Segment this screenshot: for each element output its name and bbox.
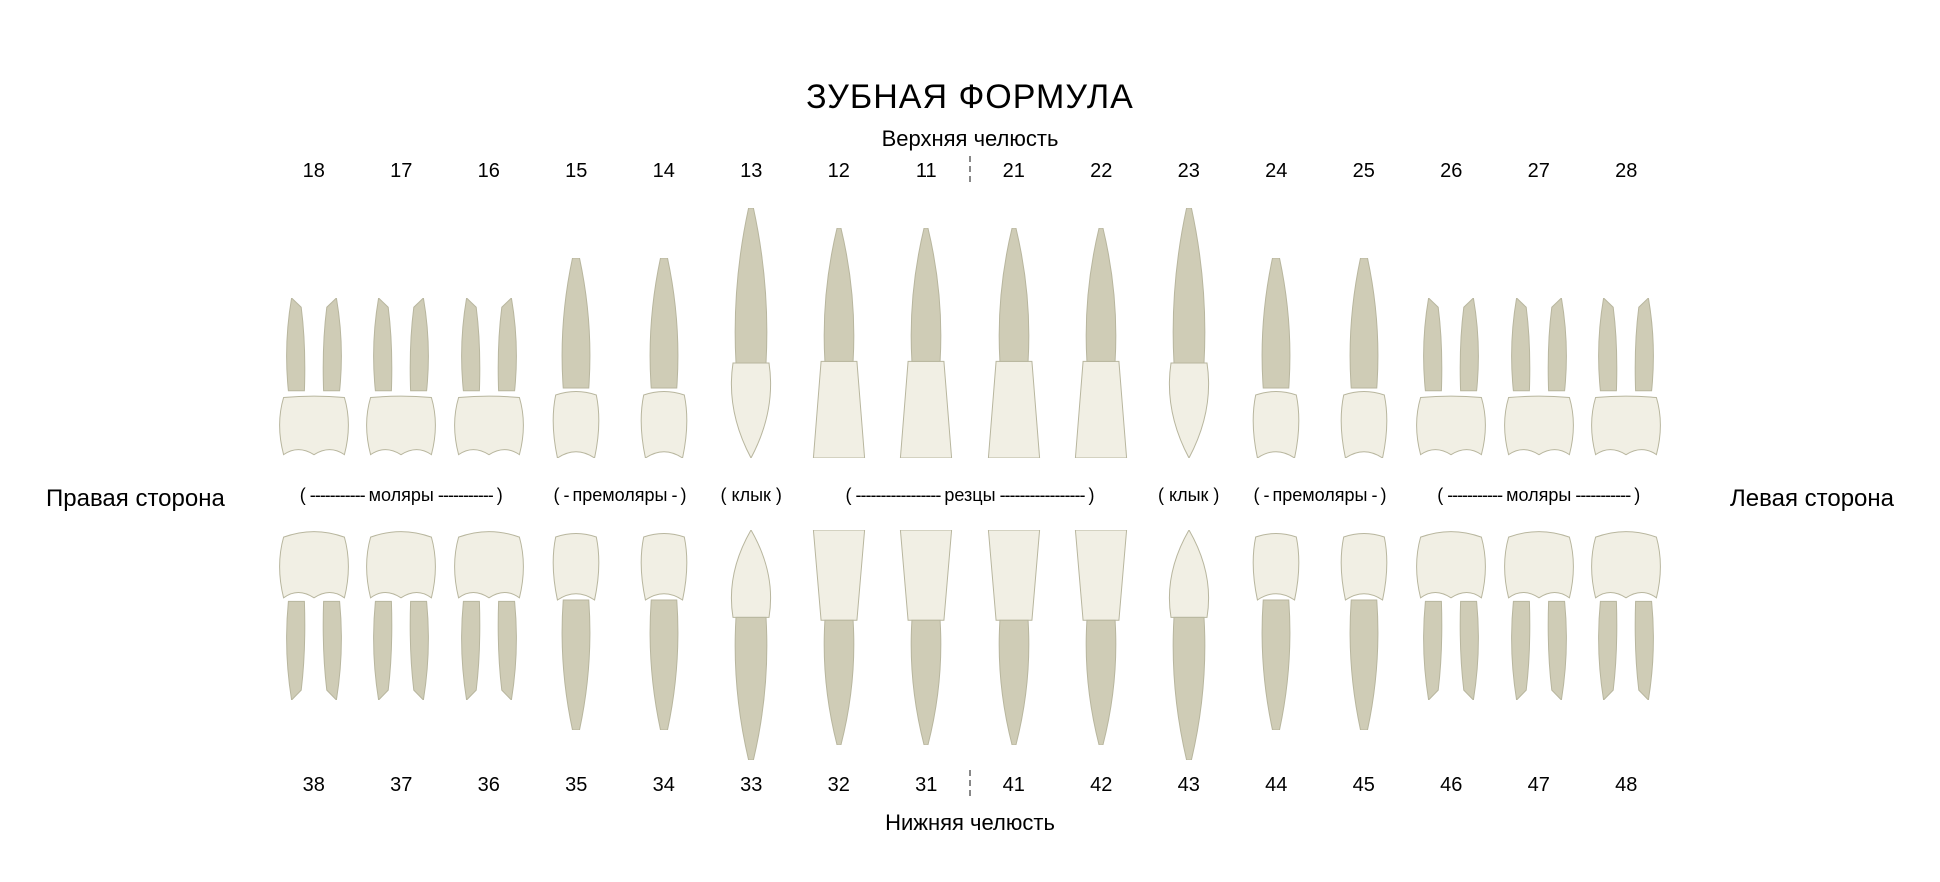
tooth-premolar <box>1233 530 1321 730</box>
tooth-canine <box>1145 208 1233 458</box>
tooth-incisor <box>970 228 1058 458</box>
tooth-number: 45 <box>1320 774 1408 797</box>
tooth-number: 17 <box>358 160 446 183</box>
tooth-number: 21 <box>970 160 1058 183</box>
tooth-number: 11 <box>883 160 971 183</box>
lower-jaw-label: Нижняя челюсть <box>0 810 1940 836</box>
left-side-label: Левая сторона <box>1730 485 1894 513</box>
lower-numbers-row: 38373635343332314142434445464748 <box>270 774 1670 797</box>
tooth-number: 47 <box>1495 774 1583 797</box>
tooth-incisor <box>1058 530 1146 745</box>
tooth-premolar <box>1320 258 1408 458</box>
tooth-incisor <box>1058 228 1146 458</box>
upper-jaw-label: Верхняя челюсть <box>0 126 1940 152</box>
tooth-canine <box>1145 530 1233 760</box>
tooth-molar <box>445 530 533 700</box>
tooth-number: 28 <box>1583 160 1671 183</box>
tooth-number: 35 <box>533 774 621 797</box>
tooth-number: 15 <box>533 160 621 183</box>
tooth-number: 14 <box>620 160 708 183</box>
tooth-group-label: ( клык ) <box>1145 485 1233 506</box>
tooth-number: 32 <box>795 774 883 797</box>
tooth-number: 12 <box>795 160 883 183</box>
tooth-number: 37 <box>358 774 446 797</box>
tooth-number: 25 <box>1320 160 1408 183</box>
tooth-molar <box>445 298 533 458</box>
tooth-number: 44 <box>1233 774 1321 797</box>
tooth-groups-row: ( ----------- моляры ----------- )( - пр… <box>270 485 1670 506</box>
tooth-molar <box>270 530 358 700</box>
tooth-incisor <box>883 228 971 458</box>
tooth-number: 31 <box>883 774 971 797</box>
tooth-number: 22 <box>1058 160 1146 183</box>
tooth-number: 48 <box>1583 774 1671 797</box>
tooth-number: 41 <box>970 774 1058 797</box>
title: ЗУБНАЯ ФОРМУЛА <box>0 78 1940 117</box>
tooth-molar <box>1408 530 1496 700</box>
tooth-group-label: ( клык ) <box>708 485 796 506</box>
tooth-molar <box>358 530 446 700</box>
tooth-premolar <box>1233 258 1321 458</box>
tooth-incisor <box>795 530 883 745</box>
tooth-incisor <box>970 530 1058 745</box>
tooth-premolar <box>533 530 621 730</box>
tooth-molar <box>358 298 446 458</box>
tooth-number: 26 <box>1408 160 1496 183</box>
tooth-group-label: ( ----------- моляры ----------- ) <box>1408 485 1671 506</box>
tooth-molar <box>1495 530 1583 700</box>
tooth-premolar <box>620 258 708 458</box>
tooth-number: 33 <box>708 774 796 797</box>
tooth-number: 27 <box>1495 160 1583 183</box>
midline-top <box>969 156 971 182</box>
tooth-premolar <box>1320 530 1408 730</box>
tooth-group-label: ( - премоляры - ) <box>533 485 708 506</box>
tooth-molar <box>270 298 358 458</box>
tooth-number: 16 <box>445 160 533 183</box>
tooth-group-label: ( ----------- моляры ----------- ) <box>270 485 533 506</box>
tooth-number: 24 <box>1233 160 1321 183</box>
tooth-number: 36 <box>445 774 533 797</box>
tooth-number: 38 <box>270 774 358 797</box>
upper-teeth-row <box>270 198 1670 458</box>
right-side-label: Правая сторона <box>46 485 225 513</box>
tooth-number: 18 <box>270 160 358 183</box>
tooth-number: 43 <box>1145 774 1233 797</box>
tooth-molar <box>1583 530 1671 700</box>
tooth-canine <box>708 530 796 760</box>
tooth-number: 23 <box>1145 160 1233 183</box>
tooth-number: 34 <box>620 774 708 797</box>
lower-teeth-row <box>270 530 1670 770</box>
tooth-incisor <box>883 530 971 745</box>
tooth-incisor <box>795 228 883 458</box>
tooth-number: 46 <box>1408 774 1496 797</box>
tooth-premolar <box>533 258 621 458</box>
tooth-canine <box>708 208 796 458</box>
tooth-premolar <box>620 530 708 730</box>
tooth-molar <box>1583 298 1671 458</box>
tooth-number: 13 <box>708 160 796 183</box>
tooth-group-label: ( - премоляры - ) <box>1233 485 1408 506</box>
tooth-molar <box>1495 298 1583 458</box>
tooth-number: 42 <box>1058 774 1146 797</box>
tooth-group-label: ( ----------------- резцы --------------… <box>795 485 1145 506</box>
tooth-molar <box>1408 298 1496 458</box>
